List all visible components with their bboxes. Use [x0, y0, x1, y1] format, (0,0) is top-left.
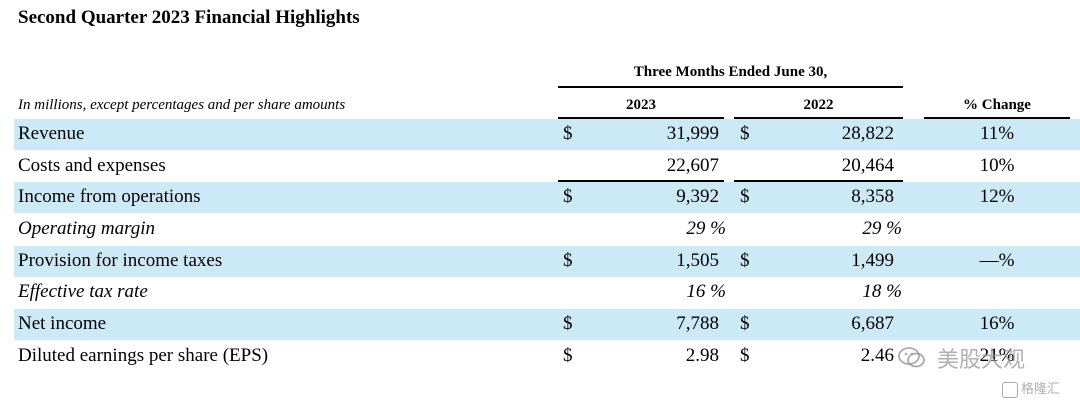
currency-symbol: $	[563, 313, 573, 334]
value-2022: 6,687	[851, 313, 894, 334]
currency-symbol: $	[740, 123, 750, 144]
pct-change: 10%	[979, 155, 1015, 176]
subtotal-divider-2022	[734, 180, 903, 182]
table-row-revenue: Revenue $ 31,999 $ 28,822 11%	[14, 119, 1080, 150]
pct-change: 12%	[979, 186, 1015, 207]
value-2023: 7,788	[676, 313, 719, 334]
table-row-operating-margin: Operating margin 29 % 29 %	[14, 214, 1080, 245]
value-2022: 29 %	[862, 218, 902, 239]
table-row-costs: Costs and expenses 22,607 20,464 10%	[14, 151, 1080, 182]
row-label: Provision for income taxes	[18, 250, 223, 271]
currency-symbol: $	[563, 123, 573, 144]
watermark: 美股大观	[898, 342, 1025, 376]
row-label: Diluted earnings per share (EPS)	[18, 345, 269, 366]
row-label: Net income	[18, 313, 107, 334]
header-divider-2022	[734, 117, 903, 119]
column-header-pct-change: % Change	[963, 97, 1031, 113]
value-2022: 18 %	[862, 281, 902, 302]
row-label: Income from operations	[18, 186, 201, 207]
currency-symbol: $	[563, 250, 573, 271]
row-label: Effective tax rate	[18, 281, 148, 302]
value-2023: 31,999	[666, 123, 719, 144]
pct-change: 11%	[979, 123, 1015, 144]
currency-symbol: $	[740, 313, 750, 334]
value-2023: 22,607	[666, 155, 719, 176]
pct-change: —%	[979, 250, 1015, 271]
table-row-net-income: Net income $ 7,788 $ 6,687 16%	[14, 309, 1080, 340]
row-label: Operating margin	[18, 218, 156, 239]
pct-change: 16%	[979, 313, 1015, 334]
table-row-diluted-eps: Diluted earnings per share (EPS) $ 2.98 …	[14, 341, 1080, 372]
header-divider-2023	[558, 117, 724, 119]
page-title: Second Quarter 2023 Financial Highlights	[18, 7, 360, 28]
currency-symbol: $	[740, 186, 750, 207]
units-note: In millions, except percentages and per …	[18, 97, 346, 113]
period-divider	[558, 86, 903, 88]
value-2022: 2.46	[860, 345, 894, 366]
value-2022: 20,464	[841, 155, 894, 176]
watermark-sub: 格隆汇	[1002, 378, 1060, 398]
value-2023: 16 %	[686, 281, 726, 302]
table-row-effective-tax-rate: Effective tax rate 16 % 18 %	[14, 277, 1080, 308]
table-row-income-taxes: Provision for income taxes $ 1,505 $ 1,4…	[14, 246, 1080, 277]
watermark-logo-icon	[1002, 381, 1018, 398]
currency-symbol: $	[563, 186, 573, 207]
column-header-2023: 2023	[626, 97, 656, 113]
header-divider-pct	[924, 117, 1070, 119]
row-label: Revenue	[18, 123, 85, 144]
row-label: Costs and expenses	[18, 155, 166, 176]
period-header: Three Months Ended June 30,	[633, 64, 828, 80]
value-2022: 1,499	[851, 250, 894, 271]
pct-change: 21%	[979, 345, 1015, 366]
value-2022: 28,822	[841, 123, 894, 144]
currency-symbol: $	[740, 345, 750, 366]
value-2023: 1,505	[676, 250, 719, 271]
currency-symbol: $	[563, 345, 573, 366]
subtotal-divider-2023	[558, 180, 724, 182]
value-2023: 9,392	[676, 186, 719, 207]
currency-symbol: $	[740, 250, 750, 271]
value-2022: 8,358	[851, 186, 894, 207]
watermark-text: 美股大观	[937, 348, 1026, 373]
value-2023: 29 %	[686, 218, 726, 239]
column-header-2022: 2022	[803, 97, 834, 113]
table-row-income-operations: Income from operations $ 9,392 $ 8,358 1…	[14, 182, 1080, 213]
value-2023: 2.98	[685, 345, 719, 366]
watermark-sub-text: 格隆汇	[1021, 382, 1061, 397]
wechat-icon	[898, 346, 926, 376]
